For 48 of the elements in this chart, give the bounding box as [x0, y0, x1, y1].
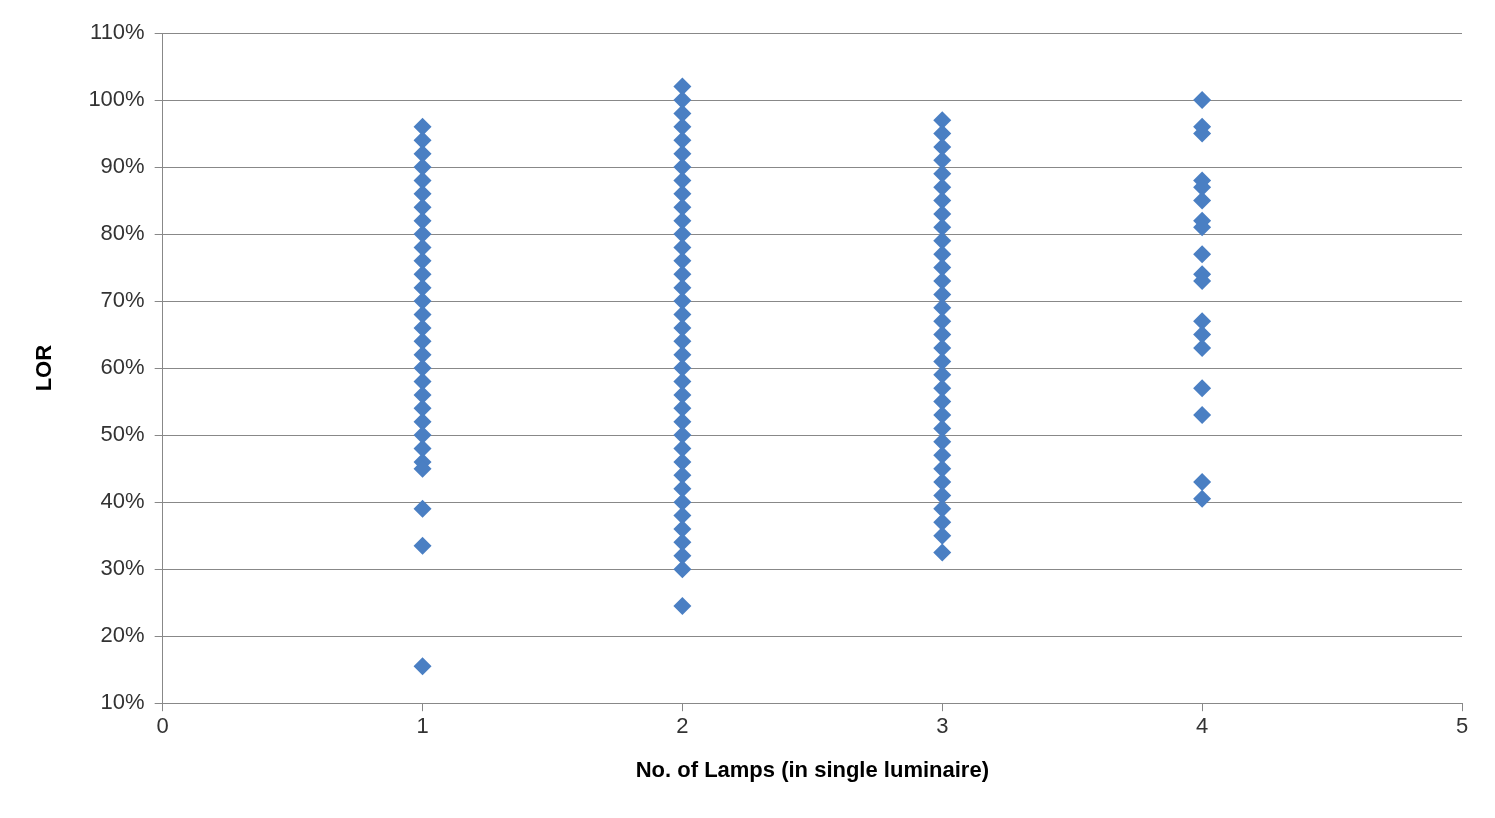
point	[673, 238, 692, 257]
point	[673, 506, 692, 525]
point	[413, 499, 432, 518]
point	[673, 372, 692, 391]
x-tick-label: 2	[676, 713, 689, 739]
point	[1193, 325, 1212, 344]
point	[413, 305, 432, 324]
point	[673, 77, 692, 96]
point	[673, 560, 692, 579]
point	[413, 117, 432, 136]
point	[933, 191, 952, 210]
point	[1193, 91, 1212, 110]
y-tick-label: 40%	[100, 488, 145, 514]
y-tick-label: 60%	[100, 354, 145, 380]
y-axis-title: LOR	[31, 344, 57, 392]
x-tick-label: 5	[1455, 713, 1469, 739]
y-tick-label: 80%	[100, 220, 145, 246]
point	[673, 597, 692, 616]
point	[933, 392, 952, 411]
x-tick-label: 1	[416, 713, 429, 739]
x-tick-label: 3	[936, 713, 949, 739]
y-tick-label: 10%	[100, 689, 145, 715]
point	[933, 258, 952, 277]
point	[413, 439, 432, 458]
y-tick-label: 70%	[100, 287, 145, 313]
point	[1193, 406, 1212, 425]
point	[413, 372, 432, 391]
y-tick-label: 20%	[100, 622, 145, 648]
y-tick-label: 110%	[90, 19, 145, 45]
y-tick-label: 30%	[100, 555, 145, 581]
x-tick-label: 4	[1196, 713, 1209, 739]
point	[933, 325, 952, 344]
x-tick-label: 0	[156, 713, 169, 739]
x-axis-title: No. of Lamps (in single luminaire)	[635, 756, 989, 782]
point	[1193, 489, 1212, 508]
point	[673, 305, 692, 324]
point	[933, 543, 952, 562]
point	[1193, 245, 1212, 264]
point	[933, 124, 952, 143]
point	[413, 536, 432, 555]
point	[413, 657, 432, 676]
y-tick-label: 50%	[100, 421, 145, 447]
point	[1193, 191, 1212, 210]
point	[1193, 379, 1212, 398]
point	[673, 439, 692, 458]
point	[1193, 473, 1212, 492]
y-tick-label: 100%	[88, 86, 145, 112]
y-tick-label: 90%	[100, 153, 145, 179]
